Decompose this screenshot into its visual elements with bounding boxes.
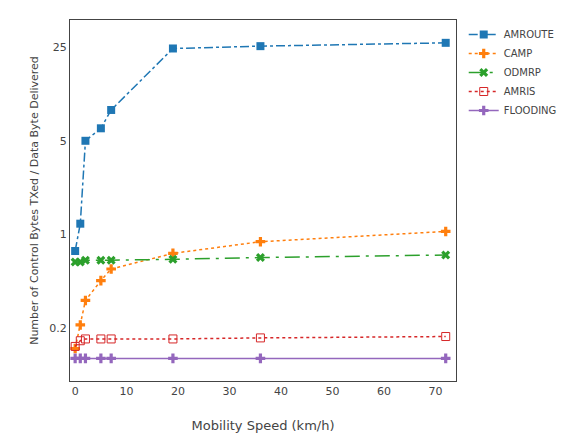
svg-text:ODMRP: ODMRP [504, 67, 541, 78]
svg-text:20: 20 [171, 385, 185, 398]
svg-text:CAMP: CAMP [504, 48, 532, 59]
svg-text:Mobility Speed (km/h): Mobility Speed (km/h) [191, 418, 334, 433]
svg-text:0: 0 [72, 385, 79, 398]
svg-text:10: 10 [120, 385, 134, 398]
svg-text:AMRIS: AMRIS [504, 86, 536, 97]
svg-text:50: 50 [325, 385, 339, 398]
svg-text:FLOODING: FLOODING [504, 105, 557, 116]
svg-text:AMROUTE: AMROUTE [504, 29, 554, 40]
svg-text:5: 5 [60, 135, 67, 148]
svg-text:1: 1 [60, 228, 67, 241]
svg-text:60: 60 [377, 385, 391, 398]
svg-text:0.2: 0.2 [49, 322, 67, 335]
svg-text:70: 70 [428, 385, 442, 398]
svg-text:30: 30 [223, 385, 237, 398]
svg-text:25: 25 [53, 41, 67, 54]
svg-text:40: 40 [274, 385, 288, 398]
svg-text:Number of Control Bytes TXed /: Number of Control Bytes TXed / Data Byte… [28, 56, 41, 345]
